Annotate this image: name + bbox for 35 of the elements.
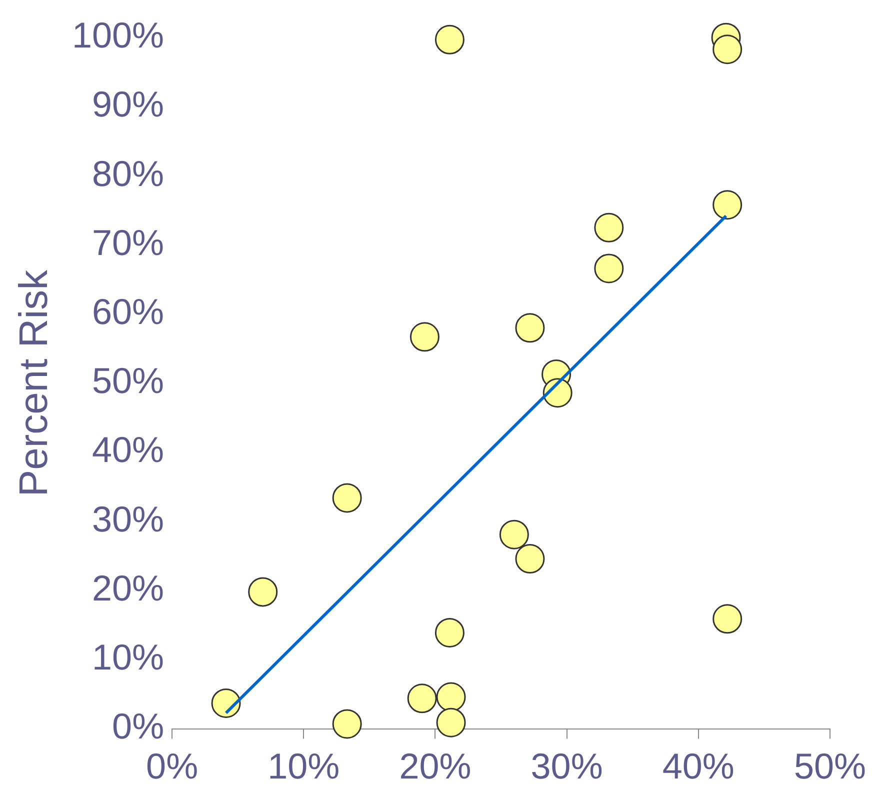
x-tick-label: 50% xyxy=(794,745,866,786)
y-tick-label: 50% xyxy=(92,360,164,402)
point xyxy=(332,483,362,513)
y-tick-label: 10% xyxy=(92,636,164,678)
point xyxy=(515,544,545,574)
point xyxy=(499,520,529,550)
point xyxy=(332,709,362,739)
point xyxy=(712,604,742,634)
x-tick-label: 0% xyxy=(146,745,198,786)
y-tick-label: 0% xyxy=(112,706,164,747)
y-tick-label: 100% xyxy=(72,14,164,56)
point xyxy=(434,618,464,648)
y-tick-label: 90% xyxy=(92,84,164,125)
point xyxy=(436,708,466,738)
y-tick-label: 30% xyxy=(92,498,164,540)
y-tick-label: 60% xyxy=(92,291,164,332)
point xyxy=(712,34,742,64)
x-tick-label: 10% xyxy=(268,745,340,786)
point xyxy=(407,684,437,714)
x-tick-label: 40% xyxy=(662,745,734,786)
x-tick-label: 30% xyxy=(530,745,603,786)
y-axis-title: Percent Risk xyxy=(12,268,56,497)
y-tick-label: 80% xyxy=(92,152,164,194)
x-tick-label: 20% xyxy=(399,745,472,786)
point xyxy=(410,322,440,352)
point xyxy=(515,313,545,343)
point xyxy=(434,24,464,54)
y-tick-label: 70% xyxy=(92,222,164,263)
point xyxy=(248,577,278,607)
point xyxy=(712,190,742,220)
y-tick-label: 20% xyxy=(92,567,164,608)
y-tick-label: 40% xyxy=(92,429,164,470)
point xyxy=(594,212,624,242)
point xyxy=(594,254,624,284)
point xyxy=(436,682,466,712)
